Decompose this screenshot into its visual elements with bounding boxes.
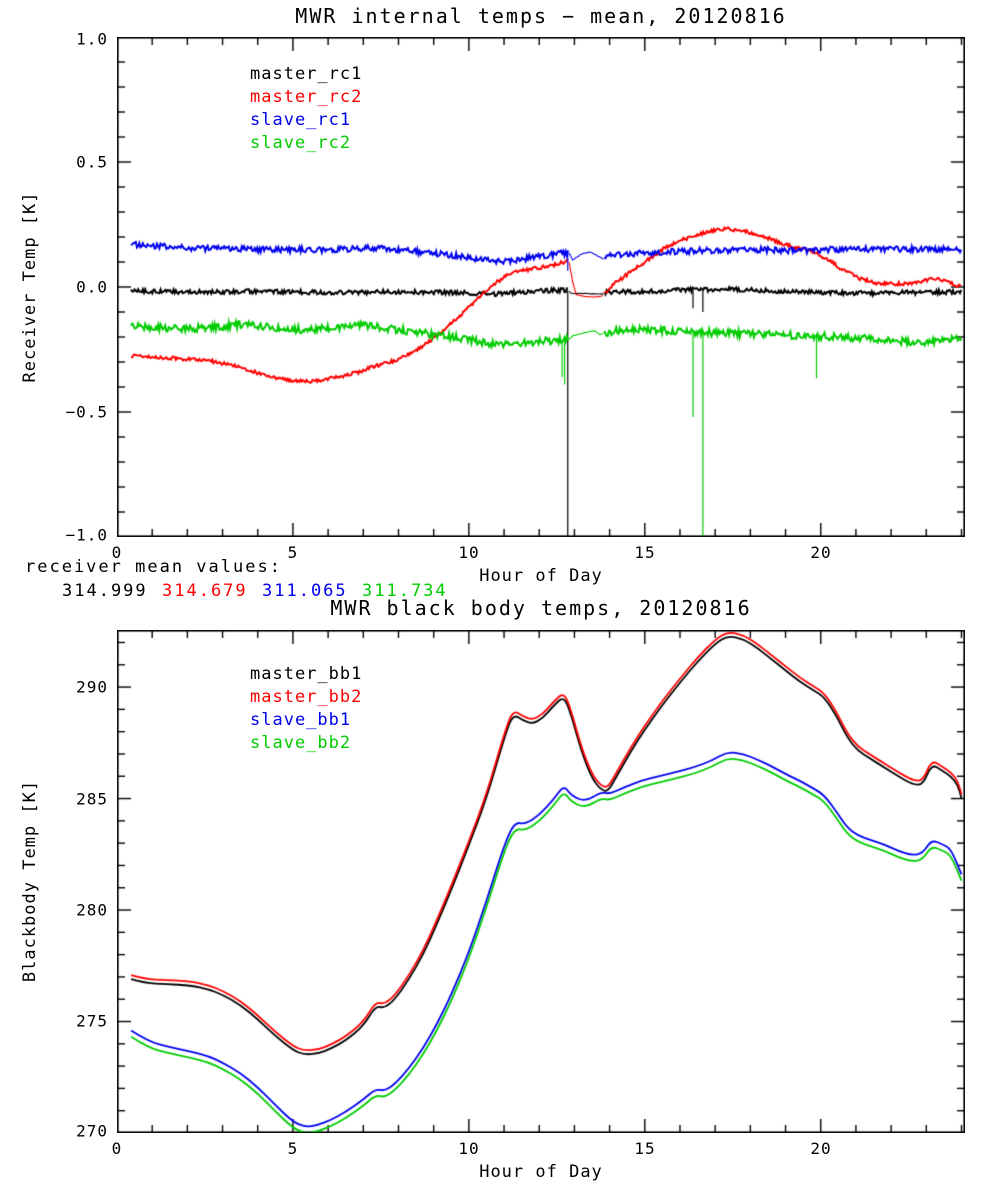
legend-entry-master-rc1: master_rc1 — [250, 64, 363, 84]
bottom-x-tick-15: 15 — [634, 1139, 656, 1158]
bottom-y-tick-270: 270 — [76, 1121, 108, 1141]
top-x-tick-20: 20 — [810, 543, 832, 562]
receiver-mean-values-label: receiver mean values: — [25, 557, 282, 577]
mean-value-slave-rc1: 311.065 — [262, 581, 348, 601]
bottom-x-tick-20: 20 — [810, 1139, 832, 1158]
top-y-tick--0.5: −0.5 — [65, 402, 108, 422]
bottom-x-axis-label: Hour of Day — [479, 1162, 603, 1182]
legend-entry-slave-bb2: slave_bb2 — [250, 733, 352, 753]
bottom-legend: master_bb1 master_bb2 slave_bb1 slave_bb… — [250, 663, 362, 755]
mean-value-slave-rc2: 311.734 — [362, 581, 448, 601]
legend-entry-master-bb1: master_bb1 — [250, 664, 363, 684]
bottom-chart-title: MWR black body temps, 20120816 — [330, 596, 752, 620]
top-y-tick-0.5: 0.5 — [76, 152, 108, 172]
bottom-x-tick-5: 5 — [287, 1139, 299, 1158]
top-x-tick-0: 0 — [111, 543, 123, 562]
top-y-tick-1.0: 1.0 — [76, 29, 108, 49]
legend-entry-master-rc2: master_rc2 — [250, 87, 363, 107]
top-x-tick-5: 5 — [287, 543, 299, 562]
bottom-y-tick-290: 290 — [76, 677, 108, 697]
legend-entry-master-bb2: master_bb2 — [250, 687, 363, 707]
legend-entry-slave-rc2: slave_rc2 — [250, 133, 352, 153]
top-x-tick-15: 15 — [634, 543, 656, 562]
bottom-y-tick-280: 280 — [76, 900, 108, 920]
bottom-x-tick-10: 10 — [458, 1139, 480, 1158]
bottom-x-tick-0: 0 — [111, 1139, 123, 1158]
top-x-tick-10: 10 — [458, 543, 480, 562]
top-x-axis-label: Hour of Day — [479, 566, 603, 586]
bottom-y-axis-label: Blackbody Temp [K] — [20, 779, 40, 983]
bottom-y-tick-275: 275 — [76, 1011, 108, 1031]
internal-temps-chart-canvas — [117, 37, 965, 537]
top-y-tick--1.0: −1.0 — [65, 525, 108, 545]
top-legend: master_rc1 master_rc2 slave_rc1 slave_rc… — [250, 63, 362, 155]
bottom-y-tick-285: 285 — [76, 789, 108, 809]
top-y-axis-label: Receiver Temp [K] — [20, 191, 40, 383]
top-y-tick-0.0: 0.0 — [76, 277, 108, 297]
mean-value-master-rc1: 314.999 — [62, 581, 148, 601]
legend-entry-slave-bb1: slave_bb1 — [250, 710, 352, 730]
top-chart-title: MWR internal temps − mean, 20120816 — [295, 4, 787, 28]
blackbody-temps-chart-canvas — [117, 630, 965, 1133]
mean-value-master-rc2: 314.679 — [162, 581, 248, 601]
legend-entry-slave-rc1: slave_rc1 — [250, 110, 352, 130]
